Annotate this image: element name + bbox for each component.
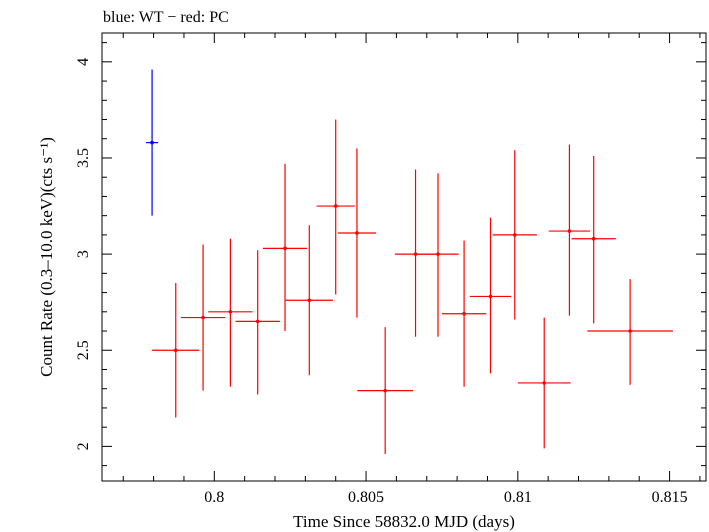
series-pc bbox=[152, 119, 673, 455]
data-point bbox=[492, 150, 537, 320]
data-point bbox=[262, 163, 308, 332]
data-point bbox=[152, 282, 200, 418]
point-marker bbox=[255, 319, 260, 324]
point-marker bbox=[512, 233, 517, 237]
data-point bbox=[180, 244, 226, 391]
data-series bbox=[146, 69, 673, 455]
data-point bbox=[146, 69, 159, 216]
series-wt bbox=[146, 69, 159, 216]
point-marker bbox=[355, 231, 359, 235]
y-axis: 2 2.5 3 3.5 4 bbox=[75, 42, 706, 467]
point-marker bbox=[283, 246, 287, 251]
point-marker bbox=[436, 252, 440, 256]
y-tick-label: 4 bbox=[75, 58, 92, 66]
data-point bbox=[394, 169, 437, 337]
point-marker bbox=[333, 204, 338, 208]
point-marker bbox=[488, 294, 493, 299]
point-marker bbox=[228, 309, 233, 314]
data-point bbox=[517, 317, 571, 449]
data-point bbox=[469, 217, 512, 374]
point-marker bbox=[591, 236, 596, 241]
x-tick-label: 0.815 bbox=[652, 489, 688, 506]
point-marker bbox=[383, 388, 387, 393]
point-marker bbox=[462, 311, 466, 316]
y-tick-label: 3.5 bbox=[75, 148, 92, 168]
data-point bbox=[285, 225, 333, 376]
y-tick-label: 3 bbox=[75, 250, 92, 258]
point-marker bbox=[150, 140, 154, 145]
point-marker bbox=[307, 298, 312, 303]
point-marker bbox=[173, 348, 178, 353]
x-axis-label: Time Since 58832.0 MJD (days) bbox=[293, 512, 515, 531]
data-point bbox=[587, 279, 673, 385]
point-marker bbox=[201, 315, 205, 320]
data-point bbox=[337, 148, 377, 318]
data-point bbox=[571, 156, 616, 324]
point-marker bbox=[628, 329, 632, 333]
x-tick-label: 0.8 bbox=[204, 489, 224, 506]
y-tick-label: 2.5 bbox=[75, 340, 92, 360]
data-point bbox=[417, 173, 459, 337]
data-point bbox=[548, 144, 591, 316]
data-point bbox=[235, 250, 280, 395]
y-axis-label: Count Rate (0.3–10.0 keV)(cts s⁻¹) bbox=[37, 137, 56, 377]
point-marker bbox=[567, 229, 572, 233]
data-point bbox=[441, 240, 487, 387]
y-tick-label: 2 bbox=[75, 442, 92, 450]
chart-title: blue: WT − red: PC bbox=[103, 9, 229, 26]
data-point bbox=[316, 119, 355, 295]
x-axis: 0.8 0.805 0.81 0.815 bbox=[122, 33, 701, 506]
x-tick-label: 0.81 bbox=[504, 489, 532, 506]
x-tick-label: 0.805 bbox=[348, 489, 384, 506]
point-marker bbox=[542, 381, 547, 385]
point-marker bbox=[413, 252, 418, 256]
plot-frame bbox=[101, 32, 707, 482]
data-point bbox=[208, 238, 253, 387]
data-point bbox=[357, 327, 414, 455]
